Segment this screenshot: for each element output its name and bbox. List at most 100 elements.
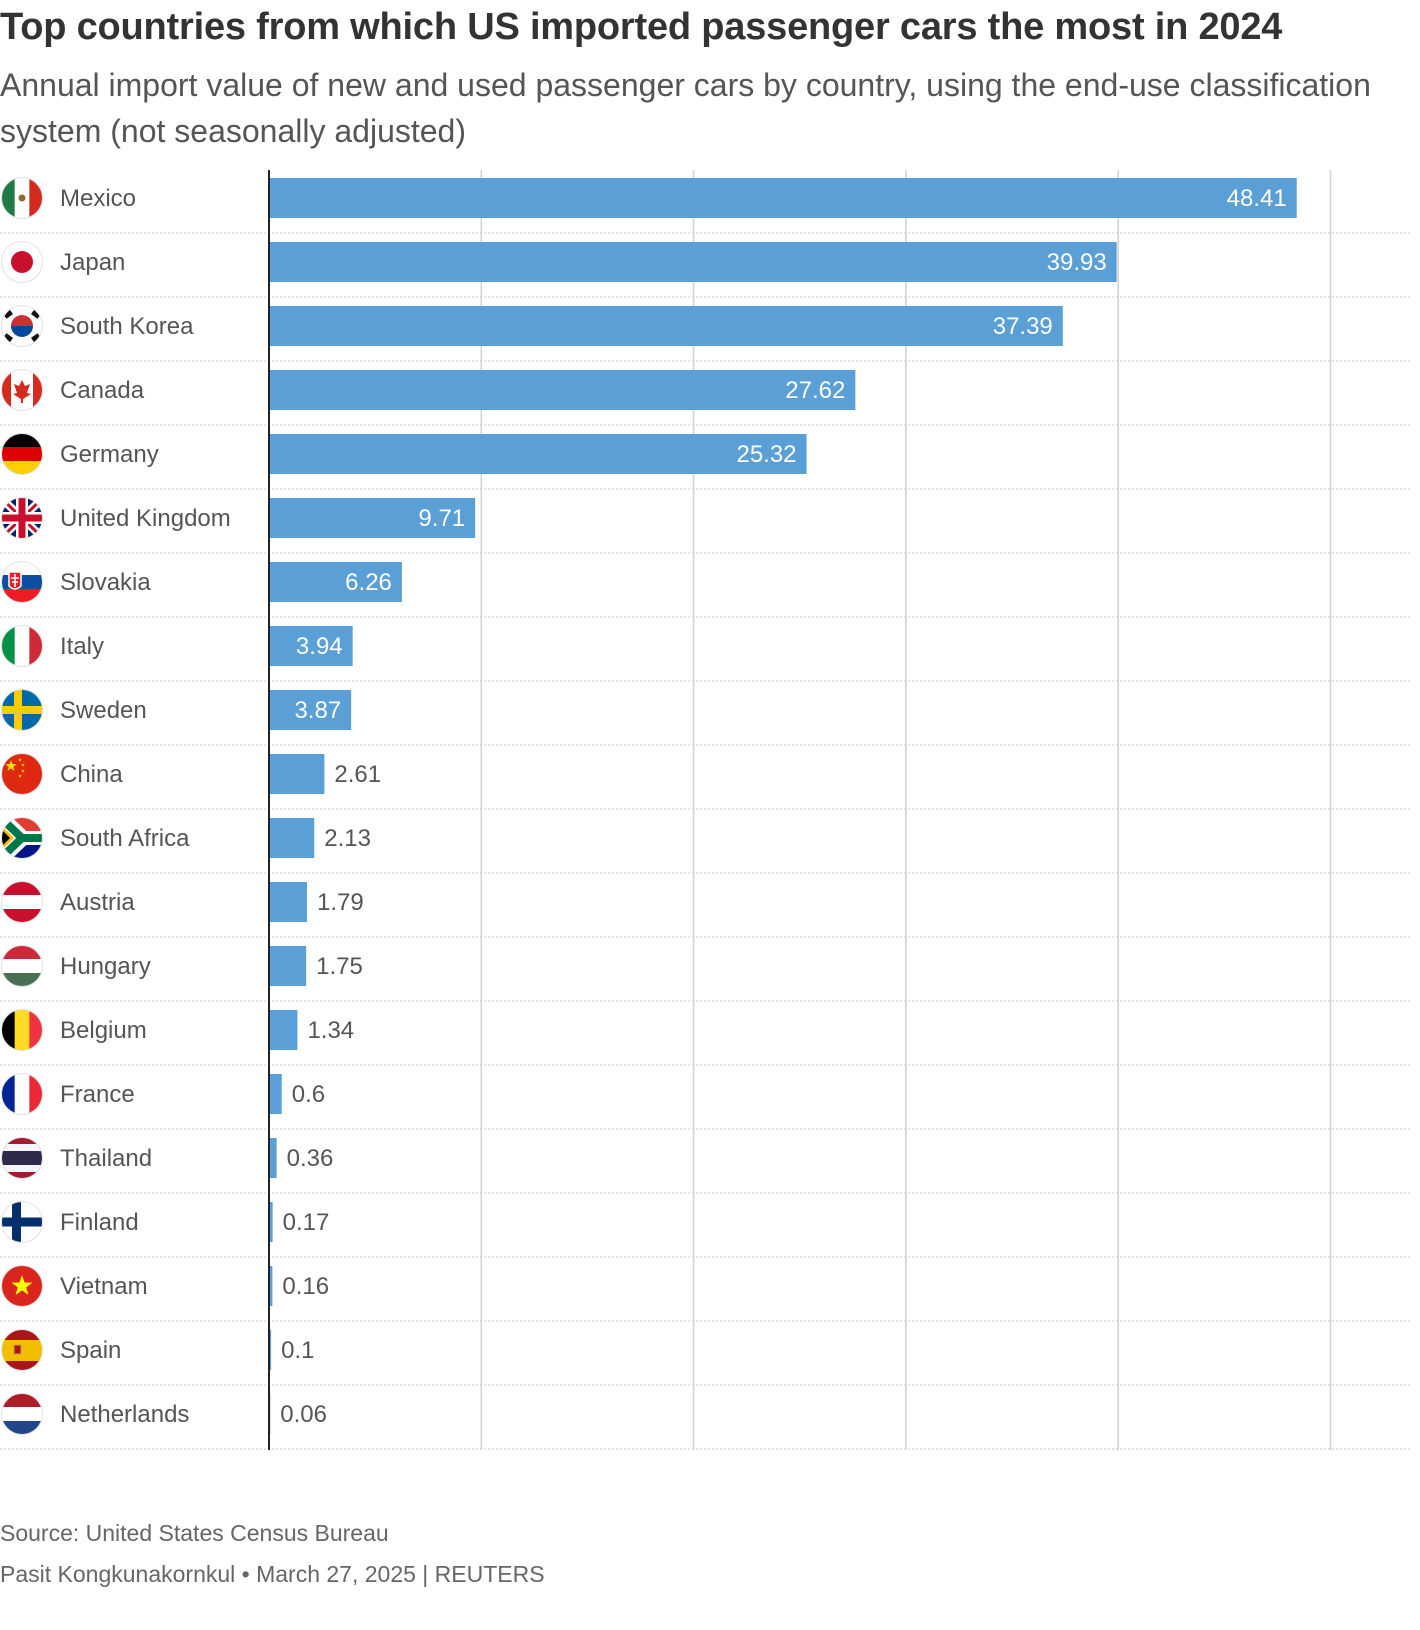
- bar: [269, 626, 353, 666]
- flag-outline: [1, 497, 43, 539]
- flag-outline: [1, 1393, 43, 1435]
- country-label: South Africa: [60, 825, 190, 852]
- flag-outline: [1, 689, 43, 731]
- netherlands-flag-icon: [1, 1393, 43, 1435]
- canada-flag-icon: [1, 369, 43, 411]
- flag-outline: [1, 625, 43, 667]
- country-label: United Kingdom: [60, 505, 231, 532]
- value-label: 2.13: [324, 825, 371, 852]
- value-label: 2.61: [334, 761, 381, 788]
- bar: [269, 690, 352, 730]
- bar: [269, 1074, 282, 1114]
- value-label: 0.36: [287, 1145, 334, 1172]
- value-label: 0.17: [283, 1209, 330, 1236]
- bar: [269, 818, 315, 858]
- flag-outline: [1, 1201, 43, 1243]
- bar: [269, 1010, 298, 1050]
- value-label: 1.75: [316, 953, 363, 980]
- country-label: Austria: [60, 889, 135, 916]
- flag-outline: [1, 1073, 43, 1115]
- source-note: Source: United States Census Bureau: [0, 1520, 389, 1546]
- value-label: 1.34: [307, 1017, 354, 1044]
- sweden-flag-icon: [1, 689, 43, 731]
- country-label: Sweden: [60, 697, 147, 724]
- chart-title: Top countries from which US imported pas…: [0, 6, 1283, 48]
- united-kingdom-flag-icon: [1, 497, 43, 539]
- value-label: 39.93: [1047, 249, 1107, 276]
- country-label: Slovakia: [60, 569, 151, 596]
- value-label: 0.6: [292, 1081, 325, 1108]
- france-flag-icon: [1, 1073, 43, 1115]
- country-label: Germany: [60, 441, 159, 468]
- flag-outline: [1, 945, 43, 987]
- flag-outline: [1, 305, 43, 347]
- vietnam-flag-icon: [1, 1265, 43, 1307]
- bar: [269, 1138, 277, 1178]
- bar: [269, 1330, 272, 1370]
- japan-flag-icon: [1, 241, 43, 283]
- value-label: 37.39: [993, 313, 1053, 340]
- country-label: Netherlands: [60, 1401, 189, 1428]
- country-label: Mexico: [60, 185, 136, 212]
- austria-flag-icon: [1, 881, 43, 923]
- country-label: France: [60, 1081, 135, 1108]
- country-label: Hungary: [60, 953, 151, 980]
- germany-flag-icon: [1, 433, 43, 475]
- flag-outline: [1, 753, 43, 795]
- bar: [269, 306, 1063, 346]
- value-label: 1.79: [317, 889, 364, 916]
- mexico-flag-icon: [1, 177, 43, 219]
- country-label: Vietnam: [60, 1273, 148, 1300]
- slovakia-flag-icon: [1, 561, 43, 603]
- hungary-flag-icon: [1, 945, 43, 987]
- value-label: 48.41: [1227, 185, 1287, 212]
- bar: [269, 178, 1297, 218]
- south-korea-flag-icon: [1, 305, 43, 347]
- flag-outline: [1, 369, 43, 411]
- value-label: 9.71: [418, 505, 465, 532]
- chart-subtitle: Annual import value of new and used pass…: [0, 67, 1371, 149]
- flag-outline: [1, 1009, 43, 1051]
- flag-outline: [1, 241, 43, 283]
- value-label: 6.26: [345, 569, 392, 596]
- credit-line: Pasit Kongkunakornkul • March 27, 2025 |…: [0, 1561, 545, 1587]
- bar: [269, 946, 307, 986]
- country-label: Spain: [60, 1337, 121, 1364]
- country-label: Japan: [60, 249, 125, 276]
- country-label: Finland: [60, 1209, 139, 1236]
- bar: [269, 434, 807, 474]
- south-africa-flag-icon: [1, 817, 43, 859]
- bar: [269, 1202, 273, 1242]
- finland-flag-icon: [1, 1201, 43, 1243]
- bar: [269, 562, 402, 602]
- country-label: Belgium: [60, 1017, 147, 1044]
- flag-outline: [1, 1329, 43, 1371]
- country-label: Thailand: [60, 1145, 152, 1172]
- bar: [269, 754, 325, 794]
- value-label: 3.94: [296, 633, 343, 660]
- flag-outline: [1, 1265, 43, 1307]
- italy-flag-icon: [1, 625, 43, 667]
- bar-chart: Mexico 48.41 Japan 39.93 South Korea 37.39 Can…: [0, 170, 1412, 1450]
- bar: [269, 498, 476, 538]
- value-label: 25.32: [736, 441, 796, 468]
- bar: [269, 242, 1117, 282]
- value-label: 0.16: [282, 1273, 329, 1300]
- spain-flag-icon: [1, 1329, 43, 1371]
- bar: [269, 1266, 273, 1306]
- bar: [269, 882, 308, 922]
- flag-outline: [1, 817, 43, 859]
- flag-outline: [1, 1137, 43, 1179]
- value-label: 0.06: [280, 1401, 327, 1428]
- value-label: 3.87: [294, 697, 341, 724]
- china-flag-icon: [1, 753, 43, 795]
- flag-outline: [1, 881, 43, 923]
- country-label: China: [60, 761, 123, 788]
- flag-outline: [1, 177, 43, 219]
- flag-outline: [1, 433, 43, 475]
- bar: [269, 370, 856, 410]
- belgium-flag-icon: [1, 1009, 43, 1051]
- value-label: 27.62: [785, 377, 845, 404]
- thailand-flag-icon: [1, 1137, 43, 1179]
- value-label: 0.1: [281, 1337, 314, 1364]
